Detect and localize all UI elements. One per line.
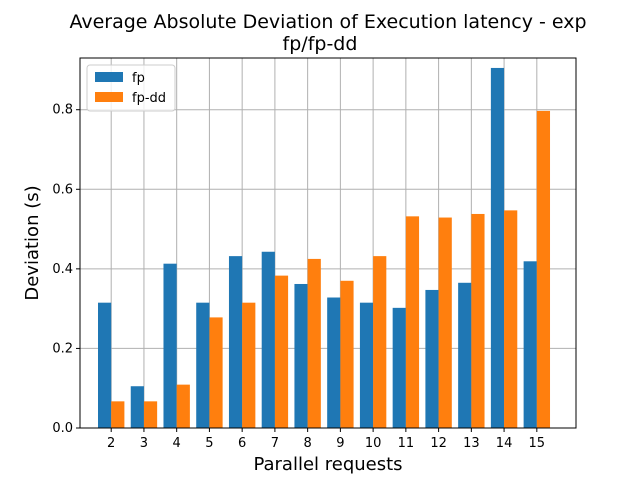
bar-fp-dd-15 [536,110,551,429]
bar-fp-8 [294,283,308,428]
bar-fp-dd-4 [176,384,190,428]
bar-fp-dd-6 [242,302,256,428]
bar-fp-dd-3 [143,401,158,428]
legend-swatch-fp [95,72,123,82]
y-tick-label: 0.6 [52,182,73,197]
x-tick-label: 12 [430,436,447,451]
legend-label-fp: fp [132,71,145,86]
bar-fp-dd-8 [307,258,321,428]
y-tick-label: 0.8 [52,103,73,118]
x-tick-label: 6 [238,436,246,451]
bar-fp-10 [359,302,374,428]
chart-title-line2: fp/fp-dd [282,33,358,55]
legend-label-fp-dd: fp-dd [132,91,166,106]
bar-fp-dd-12 [438,217,452,428]
bar-fp-dd-9 [340,280,354,428]
bar-fp-6 [228,256,243,428]
x-tick-label: 2 [107,436,115,451]
x-tick-label: 3 [140,436,148,451]
y-tick-label: 0.4 [52,262,73,277]
y-axis: 0.0 0.2 0.4 0.6 0.8 [52,103,80,436]
plot-frame [79,57,577,429]
bar-fp-dd-11 [405,216,420,428]
x-tick-label: 14 [496,436,513,451]
y-axis-label: Deviation (s) [22,185,43,300]
bar-fp-dd-5 [209,317,223,428]
bar-fp-dd-2 [111,401,125,428]
x-tick-label: 7 [271,436,279,451]
x-tick-label: 5 [205,436,213,451]
chart-title-line1: Average Absolute Deviation of Execution … [69,11,587,33]
bar-fp-4 [163,263,177,428]
bar-fp-7 [261,251,275,428]
x-tick-label: 15 [529,436,546,451]
bar-fp-13 [458,282,472,428]
y-tick-label: 0.2 [52,341,73,356]
bar-fp-dd-10 [373,256,387,428]
bar-fp-9 [327,297,341,428]
bar-fp-3 [130,386,144,428]
x-tick-label: 11 [398,436,415,451]
bar-fp-12 [425,289,439,428]
bars [98,67,551,429]
x-tick-label: 8 [303,436,311,451]
y-tick-label: 0.0 [52,421,73,436]
bar-fp-11 [392,307,406,428]
legend: fp fp-dd [86,64,176,112]
bar-fp-14 [490,67,505,429]
x-tick-label: 4 [173,436,181,451]
x-tick-label: 9 [336,436,344,451]
x-axis: 2 3 4 5 6 7 8 9 10 11 12 13 14 15 [107,428,545,451]
bar-fp-2 [98,302,112,428]
legend-swatch-fp-dd [95,92,123,102]
bar-fp-dd-14 [504,210,518,428]
bar-fp-dd-13 [471,213,485,428]
bar-fp-15 [523,261,537,428]
bar-fp-5 [196,302,210,428]
x-axis-label: Parallel requests [253,454,402,475]
x-tick-label: 10 [365,436,382,451]
x-tick-label: 13 [463,436,480,451]
bar-fp-dd-7 [274,275,289,428]
